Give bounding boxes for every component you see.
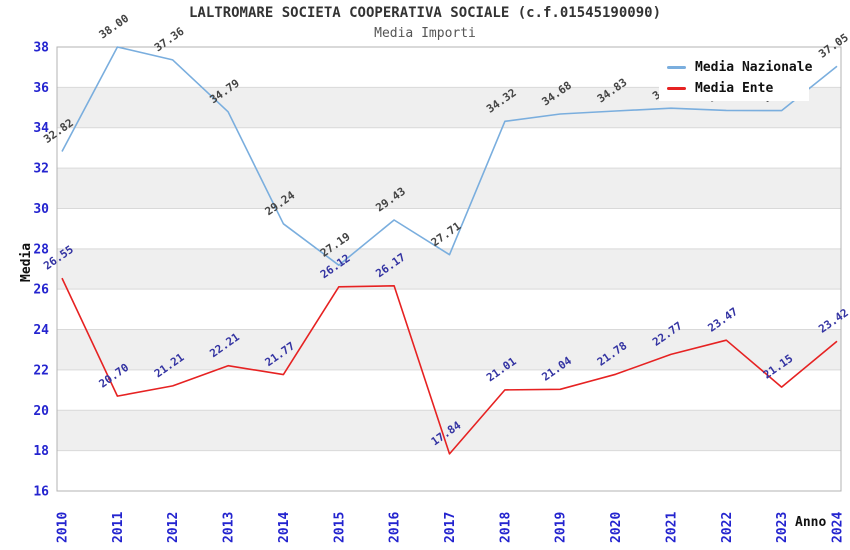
x-tick-label: 2011 — [111, 512, 126, 543]
x-tick-label: 2010 — [56, 512, 71, 543]
x-axis-title: Anno — [795, 515, 826, 530]
legend-swatch-nazionale-icon — [667, 66, 686, 69]
x-tick-label: 2020 — [609, 512, 624, 543]
x-tick-label: 2022 — [720, 512, 735, 543]
x-tick-label: 2016 — [388, 512, 403, 543]
x-tick-label: 2019 — [554, 512, 569, 543]
x-tick-label: 2012 — [166, 512, 181, 543]
legend: Media Nazionale Media Ente — [659, 55, 813, 101]
x-tick-label: 2024 — [831, 512, 846, 543]
grid-band — [57, 329, 841, 370]
grid-band — [57, 410, 841, 451]
legend-item-media-nazionale: Media Nazionale — [667, 60, 813, 75]
y-tick-label: 20 — [33, 404, 49, 419]
grid-band — [57, 248, 841, 290]
series-line-nazionale — [61, 46, 838, 267]
y-tick-label: 30 — [33, 202, 49, 217]
point-label: 37.05 — [816, 31, 850, 61]
legend-label: Media Nazionale — [695, 60, 813, 75]
point-label: 37.36 — [152, 24, 187, 54]
x-tick-label: 2023 — [775, 512, 790, 543]
y-tick-label: 38 — [33, 41, 49, 56]
x-tick-label: 2015 — [332, 512, 347, 543]
legend-label: Media Ente — [695, 81, 774, 96]
y-tick-label: 32 — [33, 162, 49, 177]
x-tick-label: 2017 — [443, 512, 458, 543]
chart-title: LALTROMARE SOCIETA COOPERATIVA SOCIALE (… — [188, 5, 661, 21]
series-line-ente — [61, 277, 838, 455]
y-tick-label: 26 — [33, 283, 49, 298]
x-tick-label: 2021 — [664, 512, 679, 543]
x-tick-label: 2014 — [277, 512, 292, 543]
y-axis-title: Media — [19, 243, 34, 282]
plot-border — [56, 46, 842, 492]
y-tick-label: 22 — [33, 363, 49, 378]
legend-item-media-ente: Media Ente — [667, 81, 809, 96]
y-tick-label: 16 — [33, 485, 49, 500]
point-label: 38.00 — [97, 12, 132, 42]
y-tick-label: 18 — [33, 444, 49, 459]
legend-swatch-ente-icon — [667, 87, 686, 90]
grid-band — [57, 168, 841, 209]
chart-subtitle: Media Importi — [374, 26, 476, 41]
y-tick-label: 34 — [33, 121, 49, 136]
x-tick-label: 2013 — [222, 512, 237, 543]
y-tick-label: 36 — [33, 81, 49, 96]
y-tick-label: 28 — [33, 242, 49, 257]
x-tick-label: 2018 — [498, 512, 513, 543]
y-tick-label: 24 — [33, 323, 49, 338]
